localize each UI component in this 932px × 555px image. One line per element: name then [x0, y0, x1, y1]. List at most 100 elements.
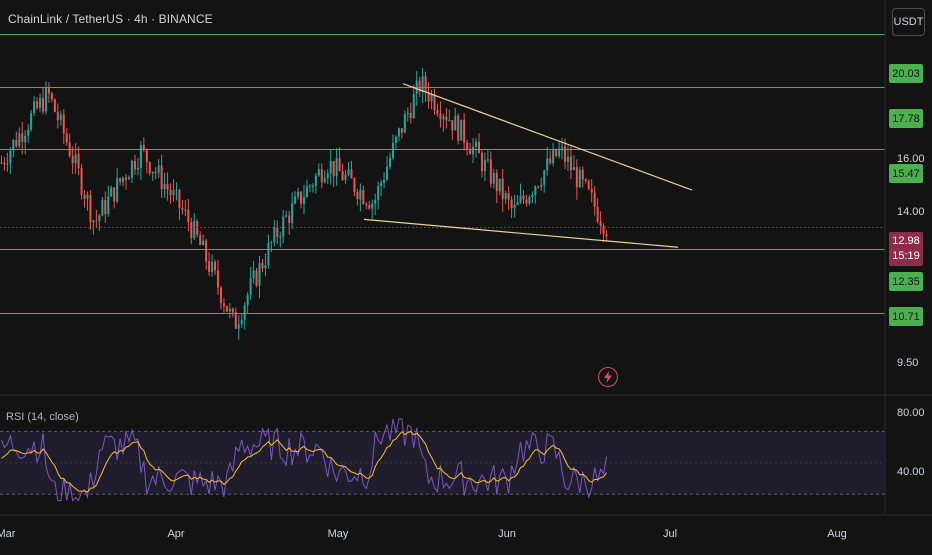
candle-body: [421, 76, 424, 93]
candle-body: [18, 133, 21, 147]
candle-body: [596, 206, 599, 222]
lightning-bolt-icon[interactable]: [598, 367, 618, 387]
candle-body: [53, 99, 56, 112]
time-tick-jun: Jun: [498, 528, 516, 540]
candle-body: [142, 145, 145, 150]
candle-body: [362, 189, 365, 204]
candle-body: [255, 270, 258, 286]
candles-layer: [0, 67, 608, 340]
rsi-indicator-label[interactable]: RSI (14, close): [6, 411, 79, 423]
candle-body: [83, 194, 86, 199]
candle-body: [74, 154, 77, 164]
candle-body: [214, 261, 217, 271]
rsi-tick: 80.00: [897, 407, 925, 419]
candle-body: [154, 171, 157, 173]
candle-body: [359, 189, 362, 200]
candle-body: [507, 193, 510, 200]
candle-body: [374, 199, 377, 204]
candle-body: [593, 192, 596, 207]
candle-body: [581, 169, 584, 180]
candle-body: [451, 120, 454, 131]
candle-body: [563, 146, 566, 162]
candle-body: [365, 203, 368, 206]
candle-body: [282, 216, 285, 237]
candle-body: [377, 186, 380, 200]
candle-body: [430, 94, 433, 102]
candle-body: [285, 215, 288, 217]
candle-body: [543, 170, 546, 185]
candle-body: [0, 162, 3, 164]
candle-body: [249, 278, 252, 295]
candle-body: [380, 182, 383, 187]
candle-body: [519, 195, 522, 203]
candle-body: [160, 165, 163, 190]
candle-body: [599, 221, 602, 226]
candle-body: [199, 234, 202, 245]
candle-body: [383, 179, 386, 183]
candle-body: [314, 175, 317, 186]
candle-body: [350, 169, 353, 179]
candle-body: [9, 150, 12, 164]
candle-body: [584, 179, 587, 181]
candle-body: [501, 178, 504, 200]
candle-body: [116, 178, 119, 202]
candle-body: [534, 186, 537, 195]
level-tag-12-35: 12.35: [889, 272, 923, 291]
candle-body: [569, 156, 572, 171]
candle-body: [89, 194, 92, 223]
candle-body: [261, 263, 264, 269]
candle-body: [552, 149, 555, 164]
candle-body: [267, 243, 270, 266]
candle-body: [12, 140, 15, 151]
currency-button[interactable]: USDT: [892, 8, 925, 36]
candle-body: [178, 189, 181, 208]
candle-body: [92, 220, 95, 223]
candle-body: [320, 169, 323, 183]
candle-body: [222, 303, 225, 307]
candle-body: [47, 87, 50, 94]
candle-body: [205, 240, 208, 262]
candle-body: [187, 209, 190, 223]
candle-body: [516, 202, 519, 205]
candle-body: [151, 171, 154, 174]
last-price-tag: 12.98 15:19: [889, 232, 923, 266]
candle-body: [486, 159, 489, 161]
candle-body: [454, 115, 457, 131]
candle-body: [549, 158, 552, 164]
candle-body: [130, 160, 133, 178]
candle-body: [107, 196, 110, 214]
time-tick-jul: Jul: [662, 528, 678, 540]
candle-body: [59, 114, 62, 121]
candle-body: [273, 227, 276, 243]
candle-body: [347, 169, 350, 175]
candle-body: [104, 200, 107, 214]
candle-body: [21, 133, 24, 142]
candle-body: [122, 177, 125, 182]
candle-body: [427, 91, 430, 102]
candle-body: [344, 174, 347, 181]
candle-body: [463, 119, 466, 143]
candle-body: [202, 240, 205, 245]
candle-body: [590, 188, 593, 193]
time-tick-may: May: [327, 528, 349, 540]
candle-body: [36, 101, 39, 108]
level-tag-20-03: 20.03: [889, 64, 923, 83]
symbol-title: ChainLink / TetherUS · 4h · BINANCE: [8, 12, 213, 26]
candle-body: [575, 167, 578, 188]
candle-body: [386, 166, 389, 180]
candle-body: [442, 116, 445, 120]
rsi-line: [1, 418, 607, 502]
candle-body: [338, 158, 341, 172]
candle-body: [157, 165, 160, 173]
candle-body: [24, 135, 27, 142]
candle-body: [30, 113, 33, 130]
candle-body: [113, 187, 116, 202]
level-tag-10-71: 10.71: [889, 307, 923, 326]
candle-body: [510, 199, 513, 209]
candle-body: [163, 184, 166, 190]
candle-body: [98, 215, 101, 221]
candle-body: [472, 146, 475, 155]
candle-body: [329, 161, 332, 174]
